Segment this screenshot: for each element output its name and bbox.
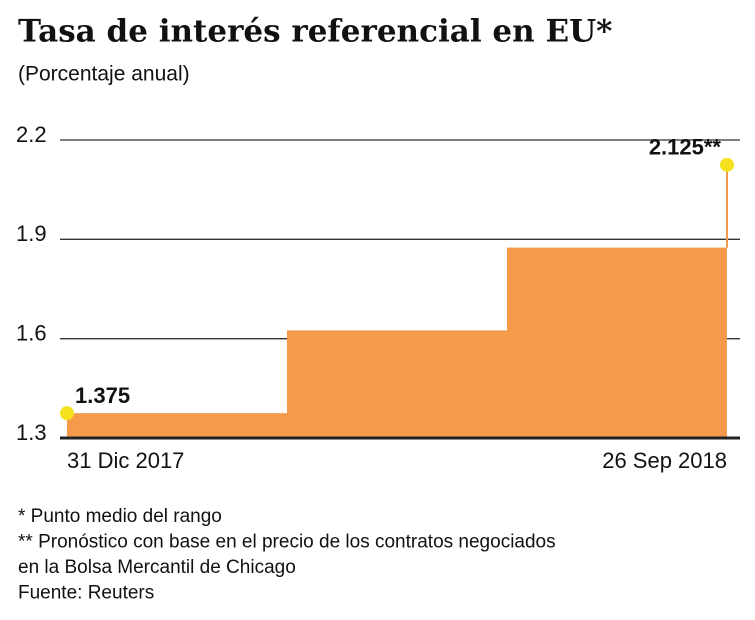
step-area — [67, 413, 287, 438]
y-tick-label: 2.2 — [16, 122, 47, 147]
footnote: en la Bolsa Mercantil de Chicago — [18, 557, 296, 578]
step-area — [507, 247, 727, 438]
step-area — [287, 330, 507, 438]
chart-title: Tasa de interés referencial en EU* — [18, 14, 612, 50]
y-tick-label: 1.9 — [16, 221, 47, 246]
footnote: ** Pronóstico con base en el precio de l… — [18, 532, 556, 553]
value-label: 1.375 — [75, 383, 130, 408]
x-tick-label: 31 Dic 2017 — [67, 448, 184, 473]
footnote: * Punto medio del rango — [18, 506, 222, 527]
point-marker — [720, 157, 734, 172]
chart-subtitle: (Porcentaje anual) — [18, 63, 190, 86]
value-label: 2.125** — [649, 135, 722, 160]
point-marker — [60, 406, 74, 421]
y-tick-label: 1.6 — [16, 320, 47, 345]
x-tick-label: 26 Sep 2018 — [602, 448, 727, 473]
footnote: Fuente: Reuters — [18, 583, 154, 604]
y-tick-label: 1.3 — [16, 420, 47, 445]
